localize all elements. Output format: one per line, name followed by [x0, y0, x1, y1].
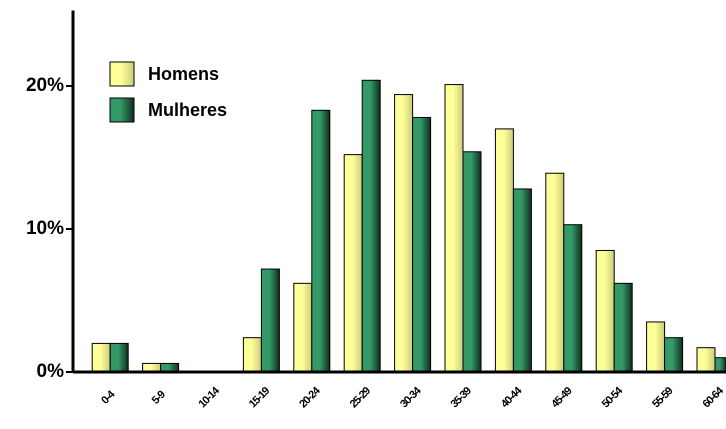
bar: [242, 337, 262, 373]
bar: [714, 357, 726, 373]
bar: [394, 94, 414, 373]
x-tick-label: 0-4: [99, 388, 118, 407]
legend-swatch: [109, 97, 135, 123]
bar: [664, 337, 684, 373]
bar: [646, 321, 666, 373]
bar: [343, 154, 363, 373]
x-tick-label: 55-59: [650, 385, 675, 410]
bar: [260, 268, 280, 373]
bar: [91, 342, 111, 373]
x-tick-label: 15-19: [247, 385, 272, 410]
bar: [444, 84, 464, 373]
bar: [563, 224, 583, 373]
legend-swatch: [109, 61, 135, 87]
y-tick-label: 10%: [26, 218, 64, 239]
x-tick-label: 40-44: [499, 384, 525, 410]
bar: [462, 151, 482, 373]
bar: [595, 249, 615, 373]
bar: [696, 347, 716, 373]
x-tick-label: 25-29: [348, 385, 373, 410]
y-tick-label: 20%: [26, 75, 64, 96]
bar: [109, 342, 129, 373]
bar: [512, 188, 532, 373]
x-tick-label: 45-49: [549, 385, 574, 410]
x-tick-label: 10-14: [197, 384, 223, 410]
bar: [613, 282, 633, 373]
bar: [494, 128, 514, 373]
bar: [412, 116, 432, 373]
bar: [361, 79, 381, 373]
bar: [293, 282, 313, 373]
x-tick-label: 50-54: [600, 384, 626, 410]
x-tick-label: 20-24: [297, 384, 323, 410]
legend-label: Homens: [148, 64, 219, 84]
x-tick-label: 60-64: [701, 384, 726, 410]
bar: [545, 172, 565, 373]
bar: [311, 109, 331, 373]
y-tick-label: 0%: [37, 361, 65, 382]
x-tick-label: 5-9: [150, 389, 168, 407]
x-tick-label: 35-39: [449, 385, 474, 410]
x-tick-label: 30-34: [398, 384, 424, 410]
legend-label: Mulheres: [148, 100, 227, 120]
